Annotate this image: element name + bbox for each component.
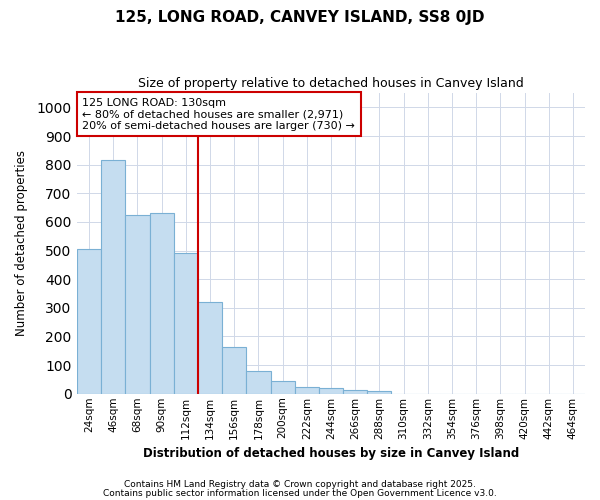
Bar [271,381,295,394]
Bar [149,214,174,394]
Text: Contains HM Land Registry data © Crown copyright and database right 2025.: Contains HM Land Registry data © Crown c… [124,480,476,489]
Text: 125, LONG ROAD, CANVEY ISLAND, SS8 0JD: 125, LONG ROAD, CANVEY ISLAND, SS8 0JD [115,10,485,25]
Bar [222,347,247,394]
Bar [343,390,367,394]
Title: Size of property relative to detached houses in Canvey Island: Size of property relative to detached ho… [138,78,524,90]
Bar [101,160,125,394]
X-axis label: Distribution of detached houses by size in Canvey Island: Distribution of detached houses by size … [143,447,519,460]
Bar [319,388,343,394]
Y-axis label: Number of detached properties: Number of detached properties [15,150,28,336]
Bar [174,254,198,394]
Bar [125,215,149,394]
Bar [367,391,391,394]
Bar [198,302,222,394]
Bar [247,371,271,394]
Text: 125 LONG ROAD: 130sqm
← 80% of detached houses are smaller (2,971)
20% of semi-d: 125 LONG ROAD: 130sqm ← 80% of detached … [82,98,355,131]
Bar [77,249,101,394]
Text: Contains public sector information licensed under the Open Government Licence v3: Contains public sector information licen… [103,489,497,498]
Bar [295,386,319,394]
